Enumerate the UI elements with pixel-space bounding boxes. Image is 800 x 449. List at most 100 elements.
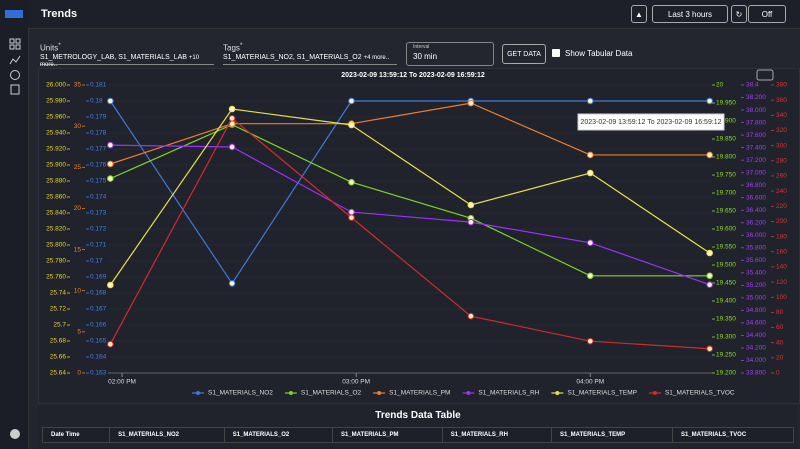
y-tick-label: 37.000 <box>746 169 766 176</box>
table-title: Trends Data Table <box>375 410 461 421</box>
data-point <box>706 281 713 289</box>
y-tick-label: 19.600 <box>716 226 736 233</box>
data-point <box>348 214 355 221</box>
units-more: +10 more.. <box>40 55 200 68</box>
y-tick-label: 180 <box>776 233 787 240</box>
refresh-select[interactable]: Off <box>748 5 786 23</box>
y-tick-label: 36.800 <box>746 182 766 189</box>
legend-item[interactable]: S1_MATERIALS_TVOC <box>648 390 735 397</box>
y-tick-label: 35.600 <box>746 257 766 264</box>
interval-label: Interval <box>413 44 430 50</box>
refresh-button[interactable]: ↻ <box>731 5 747 23</box>
y-tick-label: 0.175 <box>90 178 107 185</box>
data-point <box>107 141 114 149</box>
y-tick-label: 0.179 <box>90 114 107 121</box>
table-panel: Trends Data Table Date Time S1_MATERIALS_… <box>38 405 798 449</box>
checkbox[interactable] <box>552 49 560 57</box>
y-tick-label: 25.68 <box>50 338 67 345</box>
y-tick-label: 19.850 <box>716 136 736 143</box>
legend-label: S1_MATERIALS_RH <box>478 390 539 397</box>
data-point <box>348 178 355 186</box>
y-tick-label: 0.181 <box>90 82 107 89</box>
data-point <box>467 201 475 209</box>
legend-item[interactable]: S1_MATERIALS_RH <box>462 390 540 397</box>
column-header[interactable]: S1_MATERIALS_TVOC <box>671 427 795 443</box>
y-tick-label: 36.200 <box>746 219 766 226</box>
y-tick-label: 0.173 <box>90 210 107 217</box>
chart-menu[interactable] <box>756 69 774 81</box>
y-tick-label: 200 <box>776 218 787 225</box>
legend-item[interactable]: S1_MATERIALS_TEMP <box>551 390 637 397</box>
y-tick-label: 220 <box>776 203 787 210</box>
y-tick-label: 25.920 <box>46 146 66 153</box>
data-point <box>586 151 594 159</box>
get-data-button[interactable]: GET DATA <box>502 44 546 64</box>
chart-title: 2023-02-09 13:59:12 To 2023-02-09 16:59:… <box>341 72 485 79</box>
column-header[interactable]: S1_MATERIALS_TEMP <box>550 427 673 443</box>
y-tick-label: 260 <box>776 173 787 180</box>
y-tick-label: 19.400 <box>716 298 736 305</box>
data-point <box>228 115 236 122</box>
column-header[interactable]: Date Time <box>41 427 111 443</box>
required-mark: * <box>239 42 243 49</box>
y-tick-label: 19.550 <box>716 244 736 251</box>
data-table: Date Time S1_MATERIALS_NO2 S1_MATERIALS_O2… <box>41 427 795 443</box>
interval-value: 30 min <box>413 52 438 61</box>
legend-item[interactable]: S1_MATERIALS_NO2 <box>192 390 273 397</box>
data-point <box>107 340 114 348</box>
y-tick-label: 25.780 <box>46 258 66 265</box>
tags-more: +4 more.. <box>363 55 390 61</box>
series-line <box>109 108 710 286</box>
y-tick-label: 100 <box>776 294 787 301</box>
legend-item[interactable]: S1_MATERIALS_PM <box>373 390 450 397</box>
data-point <box>706 272 713 280</box>
legend-item[interactable]: S1_MATERIALS_O2 <box>284 390 362 397</box>
data-point <box>706 97 713 105</box>
column-header[interactable]: S1_MATERIALS_O2 <box>223 427 333 443</box>
y-tick-label: 35 <box>74 82 82 89</box>
y-tick-label: 0.167 <box>90 306 107 313</box>
y-tick-label: 0.178 <box>90 130 107 137</box>
y-tick-label: 360 <box>776 97 787 104</box>
units-value: S1_METROLOGY_LAB, S1_MATERIALS_LAB <box>40 54 187 61</box>
data-point <box>228 143 236 151</box>
nav-icons[interactable] <box>9 38 21 98</box>
series-line <box>110 123 710 277</box>
column-header[interactable]: S1_MATERIALS_PM <box>331 427 443 443</box>
user-icon[interactable] <box>9 428 21 440</box>
alarm-button[interactable]: ▲ <box>631 5 647 23</box>
units-select[interactable]: S1_METROLOGY_LAB, S1_MATERIALS_LAB +10 m… <box>40 54 214 68</box>
y-tick-label: 25.66 <box>50 354 67 361</box>
y-tick-label: 25.980 <box>46 98 66 105</box>
y-tick-label: 19.900 <box>716 118 736 125</box>
y-tick-label: 0.163 <box>90 370 107 377</box>
checkbox-label: Show Tabular Data <box>565 49 633 58</box>
y-tick-label: 25.960 <box>46 114 66 121</box>
tags-select[interactable]: S1_MATERIALS_NO2, S1_MATERIALS_O2 +4 mor… <box>223 54 397 65</box>
data-point <box>586 272 594 280</box>
data-point <box>348 121 355 129</box>
top-bar: Trends ▲ Last 3 hours ↻ Off <box>28 0 800 29</box>
column-header[interactable]: S1_MATERIALS_NO2 <box>109 427 225 443</box>
y-tick-label: 80 <box>776 309 784 316</box>
y-tick-label: 36.000 <box>746 232 766 239</box>
y-tick-label: 0.176 <box>90 162 107 169</box>
y-tick-label: 37.800 <box>746 119 766 126</box>
y-tick-label: 160 <box>776 248 787 255</box>
column-header[interactable]: S1_MATERIALS_RH <box>441 427 552 443</box>
tags-value: S1_MATERIALS_NO2, S1_MATERIALS_O2 <box>223 54 362 61</box>
y-tick-label: 25.64 <box>50 370 67 377</box>
time-range[interactable]: Last 3 hours <box>652 5 728 23</box>
y-tick-label: 34.800 <box>746 307 766 314</box>
y-tick-label: 25.860 <box>46 194 66 201</box>
logo <box>5 10 23 18</box>
y-tick-label: 0 <box>776 370 780 377</box>
interval-select[interactable]: Interval 30 min <box>406 42 494 66</box>
y-tick-label: 25.7 <box>53 322 66 329</box>
y-tick-label: 0 <box>77 370 81 377</box>
y-tick-label: 19.300 <box>716 334 736 341</box>
data-point <box>586 337 594 345</box>
table-header: Date Time S1_MATERIALS_NO2 S1_MATERIALS_O2… <box>41 427 795 443</box>
